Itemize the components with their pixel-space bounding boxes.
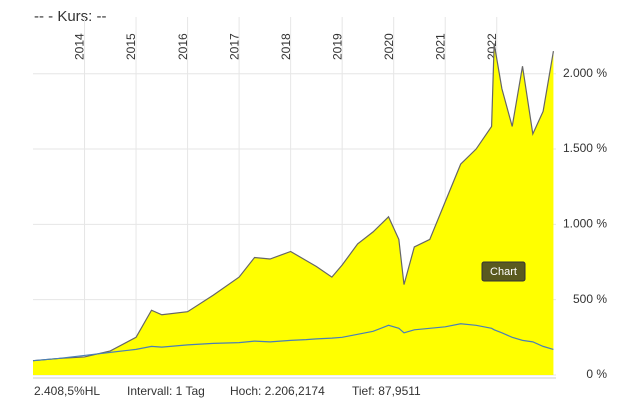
button-label: Chart	[490, 266, 517, 278]
y-tick-label: 0 %	[586, 367, 607, 381]
y-tick-label: 1.500 %	[563, 141, 607, 155]
x-tick-label: 2019	[330, 33, 344, 60]
x-tick-label: 2018	[279, 33, 293, 60]
x-tick-label: 2014	[73, 33, 87, 60]
chart-button[interactable]: Chart	[481, 261, 526, 282]
footer-text: Tief: 87,9511	[352, 384, 421, 398]
x-tick-label: 2017	[227, 33, 241, 60]
footer-text: Hoch: 2.206,2174	[230, 384, 325, 398]
x-tick-label: 2016	[176, 33, 190, 60]
footer: 2.408,5%HL Intervall: 1 Tag Hoch: 2.206,21…	[34, 384, 421, 398]
area	[33, 43, 554, 376]
chart-title: -- - Kurs: --	[34, 8, 107, 25]
line	[32, 323, 554, 362]
footer-text: 2.408,5%HL	[34, 384, 100, 398]
y-tick-label: 1.000 %	[563, 217, 607, 231]
x-tick-label: 2020	[382, 33, 396, 60]
x-tick-label: 2021	[433, 33, 447, 60]
y-tick-label: 2.000 %	[563, 66, 607, 80]
line	[32, 43, 555, 362]
x-tick-label: 2015	[124, 33, 138, 60]
y-tick-label: 500 %	[573, 292, 607, 306]
footer-text: Intervall: 1 Tag	[127, 384, 205, 398]
button-bg	[481, 261, 526, 282]
